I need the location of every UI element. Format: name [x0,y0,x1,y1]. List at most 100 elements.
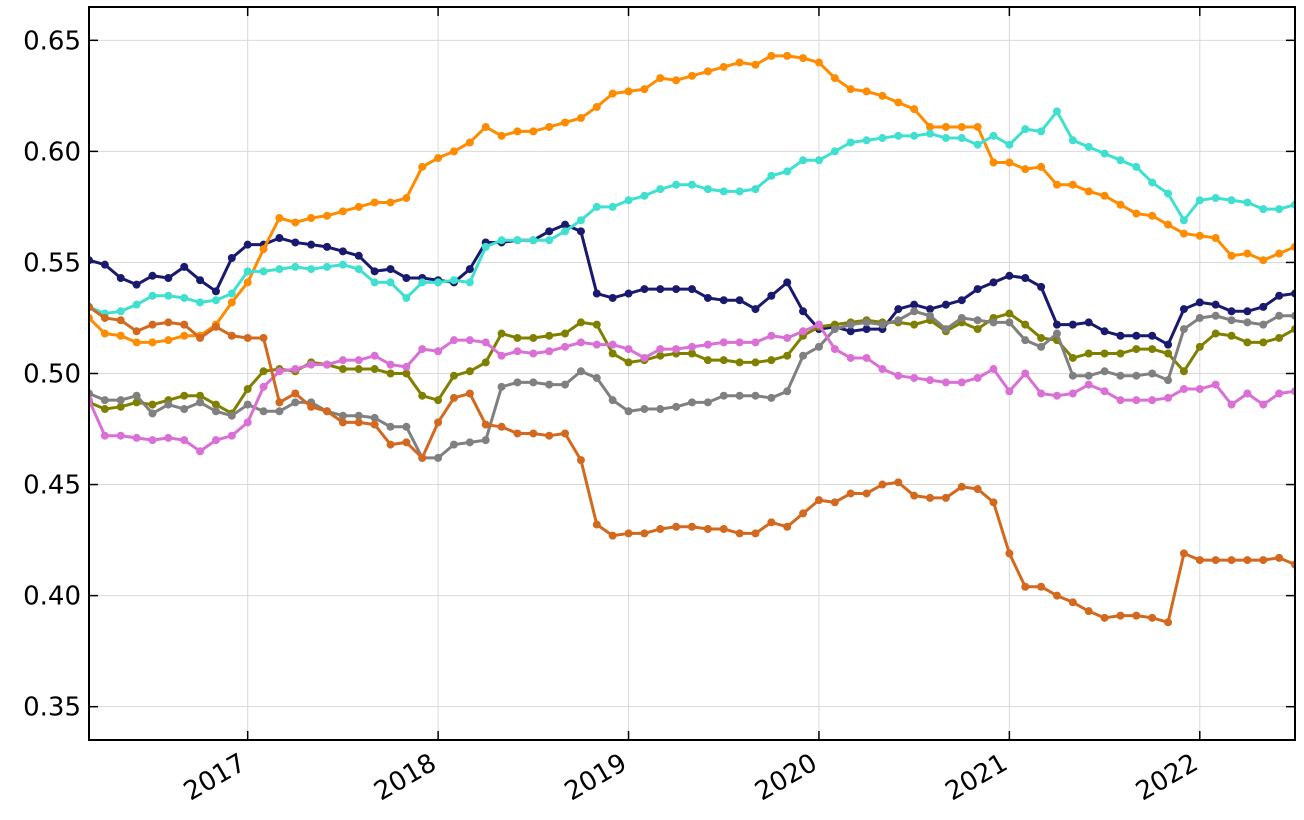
data-point [878,134,887,143]
data-point [1132,331,1141,340]
data-point [1052,107,1061,116]
data-point [1195,298,1204,307]
data-point [465,336,474,345]
data-point [814,58,823,67]
data-point [799,351,808,360]
data-point [513,236,522,245]
series-line [89,54,1295,344]
data-point [529,333,538,342]
data-point [1021,369,1030,378]
data-point [672,345,681,354]
data-point [132,327,141,336]
data-point [719,187,728,196]
data-point [561,342,570,351]
data-point [402,273,411,282]
data-point [291,238,300,247]
data-point [227,331,236,340]
data-point [291,398,300,407]
data-point [751,338,760,347]
data-point [608,396,617,405]
data-point [926,311,935,320]
data-point [1243,249,1252,258]
data-point [164,273,173,282]
data-point [640,405,649,414]
data-point [1100,349,1109,358]
data-point [497,422,506,431]
data-point [735,187,744,196]
data-point [783,51,792,60]
data-point [878,320,887,329]
data-point [307,214,316,223]
data-point [989,498,998,507]
data-point [846,85,855,94]
data-point [1005,309,1014,318]
data-point [846,138,855,147]
data-point [1227,251,1236,260]
data-point [957,296,966,305]
data-point [196,298,205,307]
data-point [1132,396,1141,405]
data-point [275,214,284,223]
data-point [1148,331,1157,340]
data-point [1037,127,1046,136]
data-point [941,134,950,143]
data-point [100,396,109,405]
data-point [1195,313,1204,322]
data-point [640,353,649,362]
data-point [354,411,363,420]
data-point [1100,191,1109,200]
data-point [941,378,950,387]
data-point [513,378,522,387]
data-point [354,356,363,365]
data-point [259,333,268,342]
y-tick-label: 0.60 [23,137,81,167]
data-point [576,114,585,123]
data-point [1068,136,1077,145]
data-point [846,320,855,329]
data-point [227,298,236,307]
data-point [164,318,173,327]
data-point [386,198,395,207]
data-point [1148,613,1157,622]
data-point [1021,336,1030,345]
data-point [402,369,411,378]
data-point [767,331,776,340]
data-point [910,300,919,309]
data-point [132,280,141,289]
data-point [148,320,157,329]
data-point [481,122,490,131]
data-point [910,373,919,382]
data-point [703,67,712,76]
data-point [941,300,950,309]
data-point [735,58,744,67]
data-point [624,196,633,205]
data-point [243,418,252,427]
data-point [418,391,427,400]
data-point [624,289,633,298]
data-point [830,74,839,83]
data-point [926,305,935,314]
data-point [370,351,379,360]
data-point [830,345,839,354]
data-point [1164,618,1173,627]
data-point [449,336,458,345]
data-point [323,407,332,416]
data-point [656,74,665,83]
data-point [703,356,712,365]
data-point [719,338,728,347]
data-point [624,358,633,367]
data-point [243,240,252,249]
data-point [1116,331,1125,340]
data-point [1259,400,1268,409]
data-point [418,453,427,462]
data-point [1116,611,1125,620]
data-point [719,62,728,71]
data-point [481,358,490,367]
series-line [89,109,1295,316]
data-point [656,185,665,194]
data-point [608,293,617,302]
data-point [513,347,522,356]
data-point [449,147,458,156]
data-point [814,342,823,351]
data-point [1148,369,1157,378]
